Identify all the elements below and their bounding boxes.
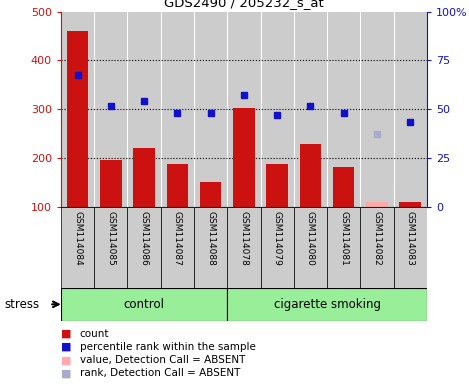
Text: control: control — [124, 298, 165, 311]
Title: GDS2490 / 205232_s_at: GDS2490 / 205232_s_at — [164, 0, 324, 9]
Bar — [393, 12, 427, 207]
Bar — [61, 12, 94, 207]
FancyBboxPatch shape — [360, 207, 393, 288]
Bar — [161, 12, 194, 207]
Text: count: count — [80, 329, 109, 339]
FancyBboxPatch shape — [61, 288, 227, 321]
Text: GSM114079: GSM114079 — [272, 211, 282, 266]
Bar — [333, 167, 355, 207]
Text: GSM114087: GSM114087 — [173, 211, 182, 266]
FancyBboxPatch shape — [227, 288, 427, 321]
Bar — [133, 147, 155, 207]
FancyBboxPatch shape — [61, 207, 94, 288]
Text: GSM114078: GSM114078 — [239, 211, 249, 266]
Bar — [327, 12, 360, 207]
Text: ■: ■ — [61, 368, 71, 378]
FancyBboxPatch shape — [260, 207, 294, 288]
Bar — [227, 12, 260, 207]
FancyBboxPatch shape — [327, 207, 360, 288]
Text: GSM114084: GSM114084 — [73, 211, 82, 266]
Text: ■: ■ — [61, 342, 71, 352]
Text: GSM114080: GSM114080 — [306, 211, 315, 266]
Bar — [266, 164, 288, 207]
Bar — [300, 144, 321, 207]
FancyBboxPatch shape — [128, 207, 161, 288]
Bar — [366, 202, 388, 207]
Bar — [399, 202, 421, 207]
Text: GSM114083: GSM114083 — [406, 211, 415, 266]
Bar — [166, 164, 188, 207]
FancyBboxPatch shape — [194, 207, 227, 288]
Text: cigarette smoking: cigarette smoking — [273, 298, 380, 311]
Bar — [128, 12, 161, 207]
Text: GSM114086: GSM114086 — [140, 211, 149, 266]
Text: ■: ■ — [61, 355, 71, 365]
Bar — [94, 12, 128, 207]
Bar — [294, 12, 327, 207]
Bar — [360, 12, 393, 207]
Text: stress: stress — [5, 298, 40, 311]
Bar — [100, 160, 121, 207]
FancyBboxPatch shape — [227, 207, 260, 288]
Text: ■: ■ — [61, 329, 71, 339]
Text: percentile rank within the sample: percentile rank within the sample — [80, 342, 256, 352]
Text: GSM114082: GSM114082 — [372, 211, 381, 266]
FancyBboxPatch shape — [294, 207, 327, 288]
FancyBboxPatch shape — [393, 207, 427, 288]
Text: GSM114088: GSM114088 — [206, 211, 215, 266]
Bar — [233, 108, 255, 207]
Text: GSM114085: GSM114085 — [106, 211, 115, 266]
Bar — [260, 12, 294, 207]
Bar — [194, 12, 227, 207]
Text: rank, Detection Call = ABSENT: rank, Detection Call = ABSENT — [80, 368, 240, 378]
FancyBboxPatch shape — [161, 207, 194, 288]
Text: GSM114081: GSM114081 — [339, 211, 348, 266]
Bar — [67, 31, 88, 207]
Text: value, Detection Call = ABSENT: value, Detection Call = ABSENT — [80, 355, 245, 365]
FancyBboxPatch shape — [94, 207, 128, 288]
Bar — [200, 182, 221, 207]
